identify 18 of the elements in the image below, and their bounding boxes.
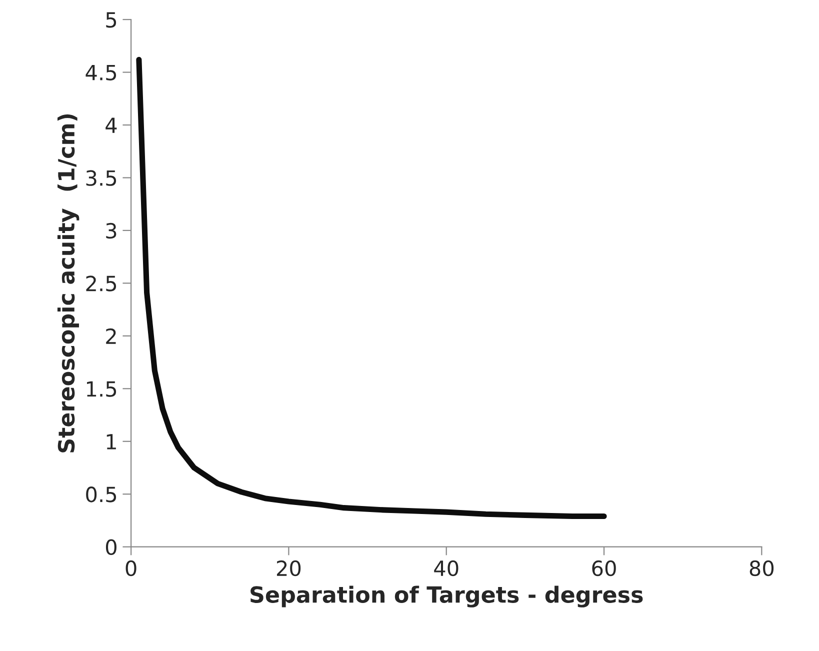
y-tick-label: 4.5 [86,64,116,80]
y-tick-label: 1 [106,434,116,450]
x-tick-label: 80 [750,560,774,576]
y-axis-title: Stereoscopic acuity (1/cm) [57,114,80,452]
y-tick-label: 3 [106,222,116,239]
x-tick-label: 60 [592,560,616,576]
x-axis-title: Separation of Targets - degress [250,586,643,608]
x-tick-label: 20 [276,560,301,576]
y-tick-label: 0.5 [86,486,116,502]
x-tick-label: 40 [434,560,458,576]
y-tick-label: 4 [106,118,117,133]
y-tick-label: 1.5 [87,381,116,397]
y-tick-label: 2.5 [86,276,116,292]
y-tick-label: 0 [106,539,116,556]
y-tick-label: 5 [106,12,116,28]
y-tick-label: 2 [106,328,116,344]
y-tick-label: 3.5 [86,170,116,186]
x-tick-label: 0 [126,560,136,576]
